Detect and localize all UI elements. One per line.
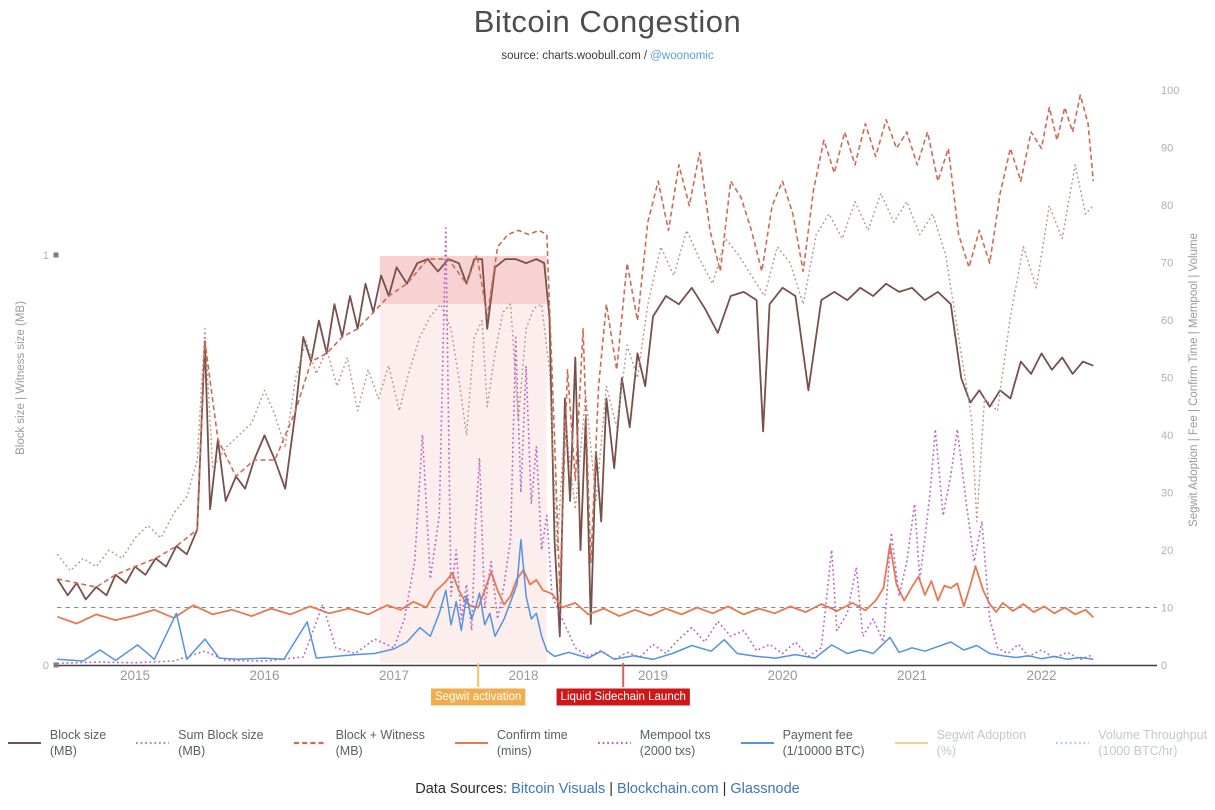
legend-label-block-size: Block size (MB) (49, 728, 107, 758)
glassnode-link[interactable]: Glassnode (730, 781, 800, 797)
woonomic-link[interactable]: @woonomic (650, 50, 714, 62)
highlight-bands (379, 255, 547, 663)
legend-swatch-sum-block-size (136, 741, 170, 745)
x-tick-2019: 2019 (638, 668, 668, 683)
annotation-label: Liquid Sidechain Launch (561, 691, 686, 703)
right-tick-30: 30 (1161, 488, 1173, 500)
series-lines (56, 94, 1095, 665)
series-line-payment-fee (57, 538, 1094, 662)
annotation-label-bg (556, 688, 690, 706)
legend-swatch-block-witness (293, 741, 327, 745)
x-tick-2020: 2020 (767, 668, 797, 683)
legend-item-confirm-time[interactable]: Confirm time (mins) (454, 727, 568, 759)
annotation-label: Segwit activation (435, 691, 521, 703)
legend-item-block-witness[interactable]: Block + Witness (MB) (293, 727, 425, 759)
legend-swatch-block-size (7, 742, 41, 744)
legend-item-block-size[interactable]: Block size (MB) (7, 727, 107, 759)
annotation-label-bg (431, 688, 526, 706)
bitcoin-visuals-link[interactable]: Bitcoin Visuals (511, 781, 606, 797)
legend-label-mempool-txs: Mempool txs (2000 txs) (639, 728, 711, 758)
legend-item-segwit-adoption[interactable]: Segwit Adoption (%) (894, 727, 1027, 759)
left-tick-1: 1 (43, 250, 49, 262)
data-sources-line: Data Sources: Bitcoin Visuals | Blockcha… (0, 781, 1215, 797)
right-axis-title: Segwit Adoption | Fee | Confirm Time | M… (1188, 233, 1200, 527)
left-tick-0: 0 (43, 660, 49, 672)
separator: | (605, 781, 618, 797)
legend-label-segwit-adoption: Segwit Adoption (%) (936, 728, 1027, 758)
left-axis-title: Block size | Witness size (MB) (15, 301, 27, 455)
page-title: Bitcoin Congestion (473, 4, 742, 39)
separator: | (718, 781, 731, 797)
right-tick-100: 100 (1161, 85, 1179, 97)
right-tick-10: 10 (1161, 603, 1173, 615)
right-tick-60: 60 (1161, 315, 1173, 327)
legend-label-volume-throughput: Volume Throughput (1000 BTC/hr) (1098, 728, 1208, 758)
chart-source-line: source: charts.woobull.com / @woonomic (0, 50, 1215, 62)
legend-label-sum-block-size: Sum Block size (MB) (178, 728, 264, 758)
legend-label-block-witness: Block + Witness (MB) (335, 728, 425, 758)
legend-swatch-payment-fee (740, 742, 774, 744)
data-sources-prefix: Data Sources: (415, 781, 512, 797)
right-tick-40: 40 (1161, 430, 1173, 442)
legend-swatch-volume-throughput (1056, 741, 1090, 745)
left-tick-marker (53, 252, 59, 258)
right-tick-80: 80 (1161, 200, 1173, 212)
legend-swatch-confirm-time (454, 742, 488, 744)
x-tick-2015: 2015 (120, 668, 150, 683)
x-tick-2022: 2022 (1026, 668, 1056, 683)
left-tick-marker (53, 662, 59, 668)
axes: 2015 2016 2017 2018 2019 2020 2021 202201010203… (43, 85, 1179, 683)
x-tick-2018: 2018 (508, 668, 538, 683)
annotations: Segwit activation Liquid Sidechain Launch (431, 663, 690, 706)
legend-item-mempool-txs[interactable]: Mempool txs (2000 txs) (597, 727, 711, 759)
legend-swatch-segwit-adoption (894, 742, 928, 744)
legend-item-volume-throughput[interactable]: Volume Throughput (1000 BTC/hr) (1056, 727, 1207, 759)
source-prefix: source: charts.woobull.com / (501, 50, 651, 62)
congestion-band-light (379, 304, 547, 663)
series-line-block-size (56, 258, 1094, 638)
chart-legend: Block size (MB) Sum Block size (MB) Block + … (0, 727, 1215, 759)
legend-item-payment-fee[interactable]: Payment fee (1/10000 BTC) (740, 727, 865, 759)
legend-item-sum-block-size[interactable]: Sum Block size (MB) (136, 727, 264, 759)
legend-label-confirm-time: Confirm time (mins) (496, 728, 568, 758)
x-tick-2021: 2021 (897, 668, 927, 683)
right-tick-50: 50 (1161, 373, 1173, 385)
right-tick-20: 20 (1161, 545, 1173, 557)
right-tick-70: 70 (1161, 258, 1173, 270)
legend-swatch-mempool-txs (597, 741, 631, 745)
series-line-confirm-time (56, 543, 1094, 625)
right-tick-0: 0 (1161, 660, 1167, 672)
series-line-block-witness (57, 94, 1095, 593)
x-tick-2016: 2016 (249, 668, 279, 683)
blockchain-com-link[interactable]: Blockchain.com (617, 781, 719, 797)
series-line-sum-block-size (56, 164, 1094, 572)
right-tick-90: 90 (1161, 143, 1173, 155)
legend-label-payment-fee: Payment fee (1/10000 BTC) (782, 728, 865, 758)
x-tick-2017: 2017 (379, 668, 409, 683)
